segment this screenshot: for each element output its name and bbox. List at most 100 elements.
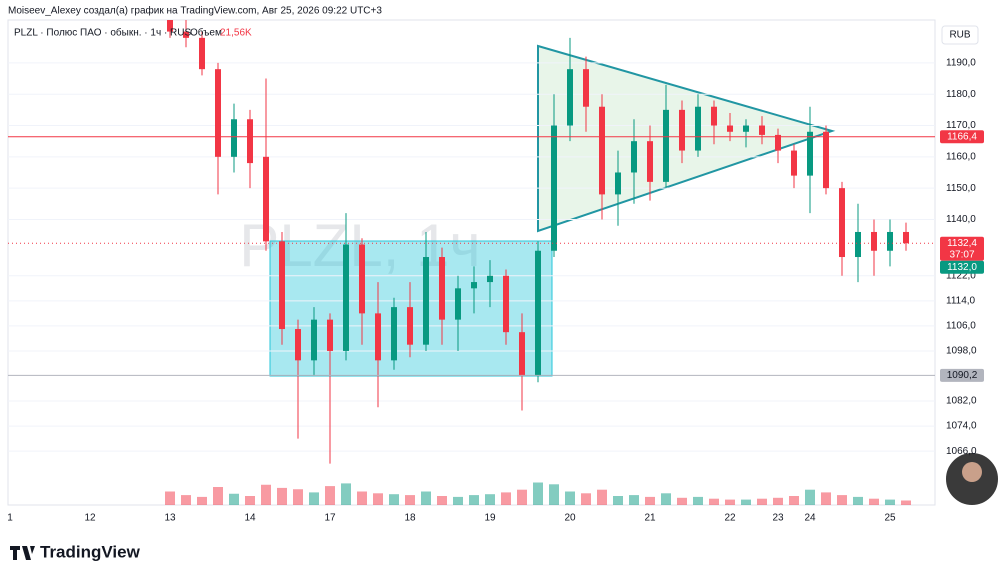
x-tick-label: 21: [644, 513, 656, 524]
candle-body: [503, 275, 509, 333]
volume-bar: [725, 499, 735, 505]
volume-bar: [613, 496, 623, 505]
volume-bar: [645, 496, 655, 505]
currency: RUB: [949, 30, 970, 41]
volume-bar: [389, 494, 399, 505]
candle-body: [887, 231, 893, 251]
candle-body: [807, 131, 813, 176]
candle-body: [871, 231, 877, 251]
candle-body: [743, 125, 749, 132]
volume-bar: [421, 491, 431, 505]
candle-body: [823, 131, 829, 189]
x-tick-label: 1: [7, 513, 13, 524]
symbol: PLZL · Полюс ПАО · обыкн. · 1ч · RUS: [14, 27, 192, 39]
y-tick-label: 1066,0: [946, 446, 977, 457]
avatar-face: [962, 462, 982, 482]
volume-bar: [277, 487, 287, 505]
volume-bar: [853, 496, 863, 505]
price-label-box: [940, 236, 984, 261]
volume-bar: [341, 483, 351, 505]
y-tick-label: 1082,0: [946, 396, 977, 407]
volume-bar: [213, 487, 223, 505]
candle-body: [535, 250, 541, 377]
candle-body: [215, 69, 221, 157]
candle-body: [519, 332, 525, 377]
candle-body: [551, 125, 557, 251]
volume-bar: [741, 499, 751, 505]
candle-body: [423, 257, 429, 345]
candle-body: [263, 156, 269, 242]
price-label: 1166,4: [947, 131, 977, 142]
volume-bar: [357, 491, 367, 505]
logo-mark: [10, 546, 35, 560]
candle-body: [471, 282, 477, 289]
candle-body: [183, 31, 189, 38]
volume-bar: [405, 495, 415, 505]
price-label: 1132,0: [947, 262, 977, 273]
y-tick-label: 1160,0: [946, 151, 976, 162]
volume-bar: [517, 489, 527, 505]
currency-box: [941, 25, 979, 45]
price-label-box: [940, 368, 984, 382]
volume-bar: [773, 497, 783, 505]
x-tick-label: 23: [772, 513, 784, 524]
y-tick-label: 1122,0: [946, 270, 976, 281]
candle-body: [327, 319, 333, 351]
x-tick-label: 25: [884, 513, 896, 524]
candle-body: [775, 134, 781, 151]
volume-bar: [181, 495, 191, 505]
price-label: 1132,4: [947, 238, 977, 249]
volume-bar: [709, 498, 719, 505]
candle-body: [359, 244, 365, 314]
volume-bar: [661, 493, 671, 505]
volume-bar: [869, 498, 879, 505]
candle-body: [311, 319, 317, 361]
volume-bar: [453, 496, 463, 505]
volume-bar: [309, 492, 319, 505]
y-tick-label: 1106,0: [946, 321, 976, 332]
candle-body: [199, 37, 205, 70]
volume-bar: [565, 491, 575, 505]
candle-body: [567, 69, 573, 126]
volume-bar: [901, 500, 911, 505]
volume-bar: [501, 492, 511, 505]
x-tick-label: 12: [84, 513, 96, 524]
candle-body: [439, 257, 445, 320]
volume-bar: [597, 489, 607, 505]
volume-bar: [469, 495, 479, 505]
x-tick-label: 13: [164, 513, 176, 524]
plot-area: [7, 19, 936, 506]
x-tick-label: 17: [324, 513, 336, 524]
candle-body: [679, 109, 685, 151]
x-tick-label: 19: [484, 513, 496, 524]
volume-bar: [677, 497, 687, 505]
volume-bar: [693, 496, 703, 505]
y-tick-label: 1074,0: [946, 421, 977, 432]
volume-label: Объем: [190, 27, 222, 39]
header: Moiseev_Alexey создал(а) график на Tradi…: [8, 5, 382, 17]
brand: TradingView: [40, 542, 141, 561]
candle-body: [727, 125, 733, 132]
volume-bar: [293, 489, 303, 505]
candle-body: [407, 307, 413, 345]
volume-bar: [165, 491, 175, 505]
y-tick-label: 1170,0: [946, 120, 976, 131]
candle-body: [663, 109, 669, 182]
volume-bar: [325, 486, 335, 505]
price-label-box: [940, 260, 984, 274]
candle-body: [167, 20, 173, 32]
x-tick-label: 20: [564, 513, 576, 524]
volume-bar: [821, 492, 831, 505]
candle-body: [615, 172, 621, 195]
x-tick-label: 14: [244, 513, 256, 524]
candle-body: [647, 141, 653, 182]
countdown: 37:07: [949, 249, 974, 260]
candle-body: [391, 307, 397, 361]
candle-body: [759, 125, 765, 135]
candle-body: [791, 150, 797, 176]
price-label: 1090,2: [947, 370, 978, 381]
y-tick-label: 1114,0: [946, 295, 976, 306]
volume-bar: [229, 493, 239, 505]
y-tick-label: 1150,0: [946, 183, 976, 194]
